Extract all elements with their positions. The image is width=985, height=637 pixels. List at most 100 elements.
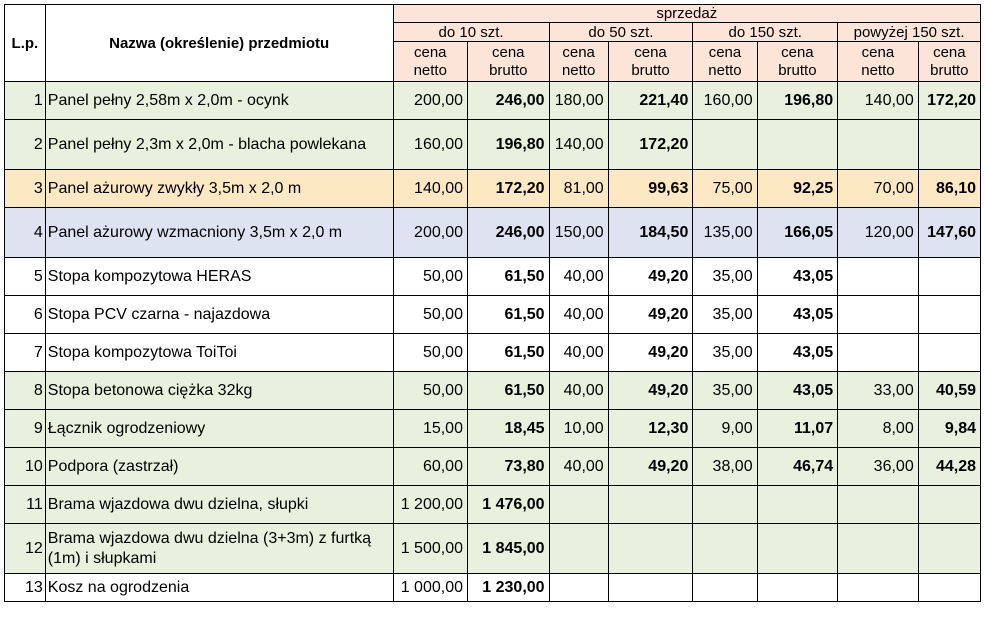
item-name: Panel ażurowy wzmacniony 3,5m x 2,0 m	[44, 207, 394, 258]
price-brutto: 11,07	[756, 409, 839, 448]
price-netto: 8,00	[837, 409, 919, 448]
table-row: 1 Panel pełny 2,58m x 2,0m - ocynk 200,00 2…	[4, 81, 982, 120]
item-name: Kosz na ogrodzenia	[44, 573, 394, 602]
header-range-4: powyżej 150 szt.	[837, 22, 981, 42]
header-brutto-label-top: cena	[781, 43, 814, 61]
price-brutto: 147,60	[917, 207, 982, 258]
price-brutto	[607, 523, 694, 574]
row-number: 13	[4, 573, 46, 602]
item-name: Panel pełny 2,3m x 2,0m - blacha powleka…	[44, 119, 394, 170]
header-name: Nazwa (określenie) przedmiotu	[44, 4, 394, 82]
price-brutto: 18,45	[466, 409, 550, 448]
header-lp: L.p.	[4, 4, 46, 82]
price-brutto: 221,40	[607, 81, 694, 120]
header-netto-label-top: cena	[861, 43, 895, 61]
table-row: 13 Kosz na ogrodzenia 1 000,00 1 230,00	[4, 573, 982, 602]
row-number: 8	[4, 371, 46, 410]
price-brutto	[917, 257, 982, 296]
price-brutto: 184,50	[607, 207, 694, 258]
header-brutto-label-bottom: brutto	[489, 61, 528, 79]
price-brutto: 99,63	[607, 169, 694, 208]
price-netto: 60,00	[392, 447, 468, 486]
price-netto: 140,00	[392, 169, 468, 208]
price-netto: 200,00	[392, 81, 468, 120]
row-number: 5	[4, 257, 46, 296]
price-brutto: 43,05	[756, 295, 839, 334]
table-row: 3 Panel ażurowy zwykły 3,5m x 2,0 m 140,00…	[4, 169, 982, 208]
item-name: Stopa kompozytowa HERAS	[44, 257, 394, 296]
price-netto: 35,00	[692, 333, 758, 372]
item-name: Panel ażurowy zwykły 3,5m x 2,0 m	[44, 169, 394, 208]
price-netto	[692, 485, 758, 524]
price-brutto	[917, 485, 982, 524]
price-netto: 50,00	[392, 257, 468, 296]
price-netto: 40,00	[548, 333, 609, 372]
header-netto-label-bottom: netto	[861, 61, 895, 79]
price-brutto: 61,50	[466, 333, 550, 372]
price-netto: 160,00	[692, 81, 758, 120]
price-netto	[692, 119, 758, 170]
price-brutto	[917, 333, 982, 372]
price-netto: 50,00	[392, 295, 468, 334]
price-netto: 1 500,00	[392, 523, 468, 574]
header-netto-2: cena netto	[548, 41, 609, 82]
price-netto: 120,00	[837, 207, 919, 258]
item-name: Stopa kompozytowa ToiToi	[44, 333, 394, 372]
price-table: L.p. Nazwa (określenie) przedmiotu sprze…	[4, 4, 982, 602]
header-brutto-3: cena brutto	[756, 41, 839, 82]
price-netto: 140,00	[548, 119, 609, 170]
price-brutto: 43,05	[756, 371, 839, 410]
header-netto-label-top: cena	[708, 43, 742, 61]
price-brutto: 12,30	[607, 409, 694, 448]
price-netto: 200,00	[392, 207, 468, 258]
price-netto	[837, 573, 919, 602]
price-netto: 35,00	[692, 257, 758, 296]
price-brutto	[756, 523, 839, 574]
header-brutto-label-bottom: brutto	[778, 61, 817, 79]
price-brutto: 61,50	[466, 371, 550, 410]
price-netto: 150,00	[548, 207, 609, 258]
price-netto: 1 200,00	[392, 485, 468, 524]
price-netto: 10,00	[548, 409, 609, 448]
header-range-3: do 150 szt.	[692, 22, 839, 42]
row-number: 2	[4, 119, 46, 170]
table-row: 10 Podpora (zastrzał) 60,00 73,80 40,00 49,20…	[4, 447, 982, 486]
price-netto: 70,00	[837, 169, 919, 208]
table-row: 12 Brama wjazdowa dwu dzielna (3+3m) z fu…	[4, 523, 982, 574]
price-netto	[548, 523, 609, 574]
price-brutto: 44,28	[917, 447, 982, 486]
price-brutto: 196,80	[756, 81, 839, 120]
price-netto	[837, 485, 919, 524]
row-number: 4	[4, 207, 46, 258]
header-netto-label-top: cena	[414, 43, 447, 61]
price-netto: 38,00	[692, 447, 758, 486]
price-netto	[837, 333, 919, 372]
price-brutto: 172,20	[607, 119, 694, 170]
price-netto	[692, 573, 758, 602]
header-brutto-label-bottom: brutto	[930, 61, 969, 79]
price-brutto: 49,20	[607, 257, 694, 296]
header-brutto-2: cena brutto	[607, 41, 694, 82]
header-netto-label-bottom: netto	[708, 61, 742, 79]
header-brutto-label-top: cena	[492, 43, 525, 61]
price-brutto: 1 230,00	[466, 573, 550, 602]
price-netto: 36,00	[837, 447, 919, 486]
item-name: Stopa PCV czarna - najazdowa	[44, 295, 394, 334]
price-netto	[548, 485, 609, 524]
table-row: 4 Panel ażurowy wzmacniony 3,5m x 2,0 m 20…	[4, 207, 982, 258]
header-netto-label-top: cena	[562, 43, 595, 61]
table-row: 8 Stopa betonowa ciężka 32kg 50,00 61,50 40,…	[4, 371, 982, 410]
price-netto	[692, 523, 758, 574]
price-brutto: 172,20	[917, 81, 982, 120]
item-name: Stopa betonowa ciężka 32kg	[44, 371, 394, 410]
price-brutto	[917, 295, 982, 334]
item-name: Łącznik ogrodzeniowy	[44, 409, 394, 448]
table-row: 2 Panel pełny 2,3m x 2,0m - blacha powlek…	[4, 119, 982, 170]
price-brutto: 246,00	[466, 81, 550, 120]
price-netto: 180,00	[548, 81, 609, 120]
price-brutto: 166,05	[756, 207, 839, 258]
price-netto: 50,00	[392, 371, 468, 410]
item-name: Panel pełny 2,58m x 2,0m - ocynk	[44, 81, 394, 120]
price-netto: 75,00	[692, 169, 758, 208]
price-brutto: 1 845,00	[466, 523, 550, 574]
